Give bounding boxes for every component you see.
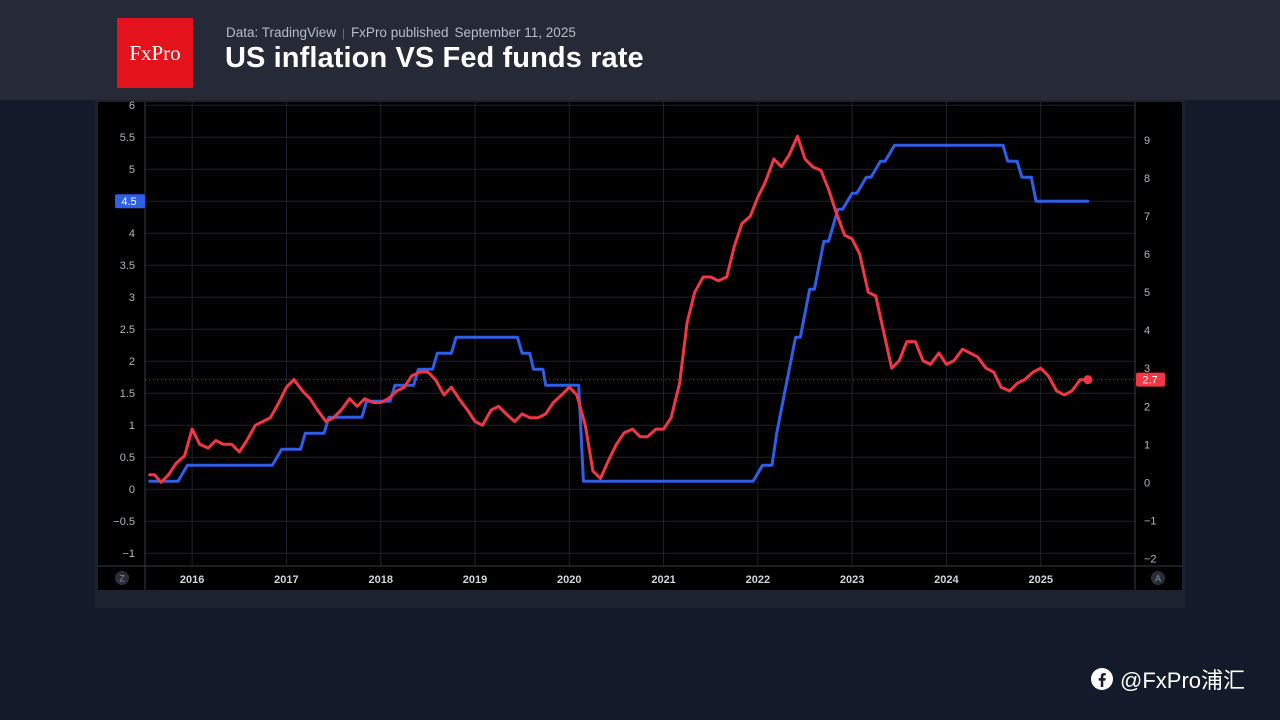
right-tick-label: 2: [1144, 401, 1150, 413]
left-tick-label: −0.5: [113, 516, 135, 528]
right-tick-label: 8: [1144, 173, 1150, 185]
left-tick-label: 5: [129, 164, 135, 176]
left-tick-label: 0.5: [120, 452, 135, 464]
left-scale-badge[interactable]: Z: [119, 574, 125, 584]
right-last-value-box: [1136, 372, 1165, 387]
series-layer: [145, 134, 1135, 484]
left-tick-label: 3: [129, 292, 135, 304]
left-tick-label: 6: [129, 100, 135, 112]
inflation-line: [148, 134, 1090, 484]
left-tick-label: 2: [129, 356, 135, 368]
right-tick-label: 5: [1144, 287, 1150, 299]
inflation-last-point: [1083, 375, 1093, 385]
left-tick-label: 3.5: [120, 260, 135, 272]
left-tick-label: 0: [129, 484, 135, 496]
left-tick-label: 4: [129, 228, 135, 240]
right-tick-label: 1: [1144, 439, 1150, 451]
source-line: Data: TradingView | FxPro published Septemb…: [226, 25, 576, 40]
left-last-value: 4.5: [121, 196, 136, 208]
left-last-value-box: [115, 194, 145, 209]
right-last-value: 2.7: [1142, 375, 1157, 387]
left-scale-badge-circle[interactable]: [115, 571, 129, 585]
right-tick-label: 9: [1144, 135, 1150, 147]
chart-frame: 65.554.543.532.521.510.50−0.5−1 98765432…: [95, 100, 1185, 608]
left-tick-label: 2.5: [120, 324, 135, 336]
axis-badges: 4.5 2.7 Z A: [115, 194, 1165, 585]
left-tick-label: 1.5: [120, 388, 135, 400]
year-tick-label: 2016: [180, 574, 204, 586]
right-tick-label: −2: [1144, 553, 1157, 565]
right-tick-label: 4: [1144, 325, 1150, 337]
year-tick-label: 2025: [1028, 574, 1052, 586]
right-tick-label: 0: [1144, 477, 1150, 489]
year-tick-label: 2019: [463, 574, 487, 586]
right-scale-badge-circle[interactable]: [1151, 571, 1165, 585]
chart-background: [98, 102, 1182, 590]
chart-title: US inflation VS Fed funds rate: [225, 42, 644, 74]
separator: |: [342, 28, 345, 40]
fed-funds-line: [148, 143, 1090, 483]
publisher: FxPro published: [350, 25, 449, 40]
year-tick-label: 2020: [557, 574, 581, 586]
data-source: Data: TradingView: [226, 25, 337, 40]
year-tick-label: 2017: [274, 574, 298, 586]
year-tick-label: 2021: [651, 574, 675, 586]
right-tick-label: 3: [1144, 363, 1150, 375]
header-bar: FxPro Data: TradingView | FxPro published S…: [0, 0, 1280, 100]
left-tick-label: 5.5: [120, 132, 135, 144]
chart-svg: 65.554.543.532.521.510.50−0.5−1 98765432…: [98, 100, 1182, 590]
right-scale-badge[interactable]: A: [1155, 574, 1161, 584]
right-tick-label: −1: [1144, 515, 1157, 527]
year-tick-label: 2024: [934, 574, 959, 586]
year-tick-label: 2023: [840, 574, 864, 586]
watermark-text: @FxPro浦汇: [1120, 668, 1246, 693]
facebook-icon: [1091, 668, 1113, 690]
watermark: @FxPro浦汇: [1090, 663, 1245, 695]
year-tick-label: 2022: [746, 574, 770, 586]
logo-text: FxPro: [129, 40, 181, 65]
year-tick-label: 2018: [368, 574, 392, 586]
right-tick-label: 6: [1144, 249, 1150, 261]
gridlines: [145, 102, 1135, 566]
left-tick-label: 1: [129, 420, 135, 432]
right-axis: 9 8 7 6 5 4 3 2 1 0 −1 −2: [1144, 135, 1157, 565]
time-axis: 2016 2017 2018 2019 2020 2021 2022 2023 2024 2025: [180, 574, 1053, 586]
fxpro-logo: FxPro: [117, 18, 193, 88]
publish-date: September 11, 2025: [454, 25, 576, 40]
left-tick-label: −1: [122, 548, 135, 560]
right-tick-label: 7: [1144, 211, 1150, 223]
